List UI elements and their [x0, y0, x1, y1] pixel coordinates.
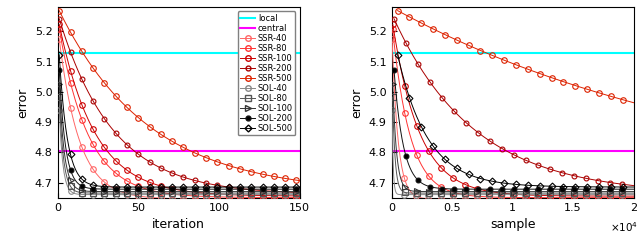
- X-axis label: iteration: iteration: [152, 218, 205, 231]
- Legend: local, central, SSR-40, SSR-80, SSR-100, SSR-200, SSR-500, SOL-40, SOL-80, SOL-1: local, central, SSR-40, SSR-80, SSR-100,…: [238, 11, 296, 135]
- Y-axis label: error: error: [16, 87, 29, 118]
- X-axis label: sample: sample: [490, 218, 535, 231]
- Y-axis label: error: error: [350, 87, 364, 118]
- Text: $\times10^4$: $\times10^4$: [611, 221, 639, 234]
